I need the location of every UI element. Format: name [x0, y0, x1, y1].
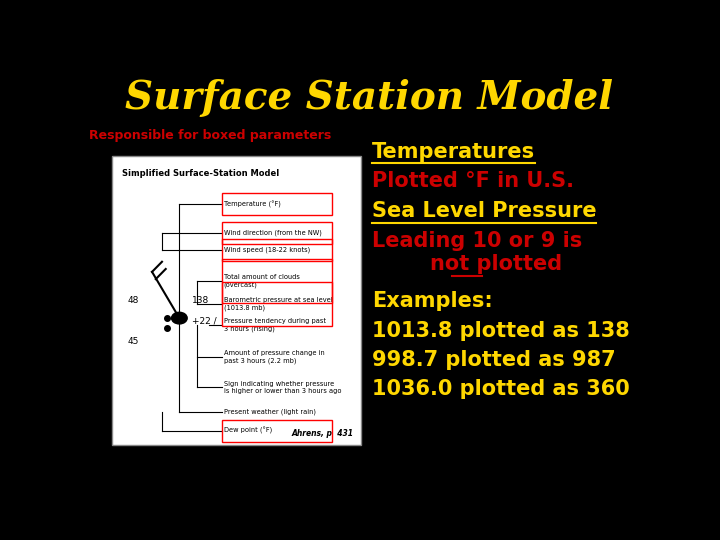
Text: Barometric pressure at sea level
(1013.8 mb): Barometric pressure at sea level (1013.8… — [224, 296, 333, 310]
Text: Amount of pressure change in
past 3 hours (2.2 mb): Amount of pressure change in past 3 hour… — [224, 350, 325, 364]
Text: Temperature (°F): Temperature (°F) — [224, 200, 281, 207]
Bar — [112, 156, 361, 446]
Text: Dew point (°F): Dew point (°F) — [224, 427, 272, 434]
Text: Total amount of clouds
(overcast): Total amount of clouds (overcast) — [224, 274, 300, 287]
Text: Examples:: Examples: — [372, 292, 492, 312]
Circle shape — [171, 312, 187, 324]
Text: 45: 45 — [127, 337, 138, 346]
Text: Simplified Surface-Station Model: Simplified Surface-Station Model — [122, 169, 279, 178]
Text: Plotted °F in U.S.: Plotted °F in U.S. — [372, 171, 574, 191]
Text: Wind speed (18-22 knots): Wind speed (18-22 knots) — [224, 247, 310, 253]
Text: 138: 138 — [192, 296, 209, 305]
Text: Surface Station Model: Surface Station Model — [125, 79, 613, 117]
Text: 1013.8 plotted as 138: 1013.8 plotted as 138 — [372, 321, 629, 341]
Text: Sign indicating whether pressure
is higher or lower than 3 hours ago: Sign indicating whether pressure is high… — [224, 381, 341, 394]
Text: Leading 10 or 9 is: Leading 10 or 9 is — [372, 231, 582, 251]
Text: not plotted: not plotted — [372, 254, 562, 274]
Text: 48: 48 — [127, 296, 138, 305]
Text: +22 /: +22 / — [192, 316, 217, 326]
Text: Pressure tendency during past
3 hours (rising): Pressure tendency during past 3 hours (r… — [224, 318, 326, 332]
Text: Responsible for boxed parameters: Responsible for boxed parameters — [89, 129, 331, 142]
Text: 1036.0 plotted as 360: 1036.0 plotted as 360 — [372, 379, 629, 399]
Text: Sea Level Pressure: Sea Level Pressure — [372, 201, 596, 221]
Text: Present weather (light rain): Present weather (light rain) — [224, 409, 316, 415]
Text: Ahrens, p  431: Ahrens, p 431 — [291, 429, 353, 438]
Text: Wind direction (from the NW): Wind direction (from the NW) — [224, 230, 322, 236]
Text: 998.7 plotted as 987: 998.7 plotted as 987 — [372, 349, 616, 369]
Text: Temperatures: Temperatures — [372, 141, 535, 161]
